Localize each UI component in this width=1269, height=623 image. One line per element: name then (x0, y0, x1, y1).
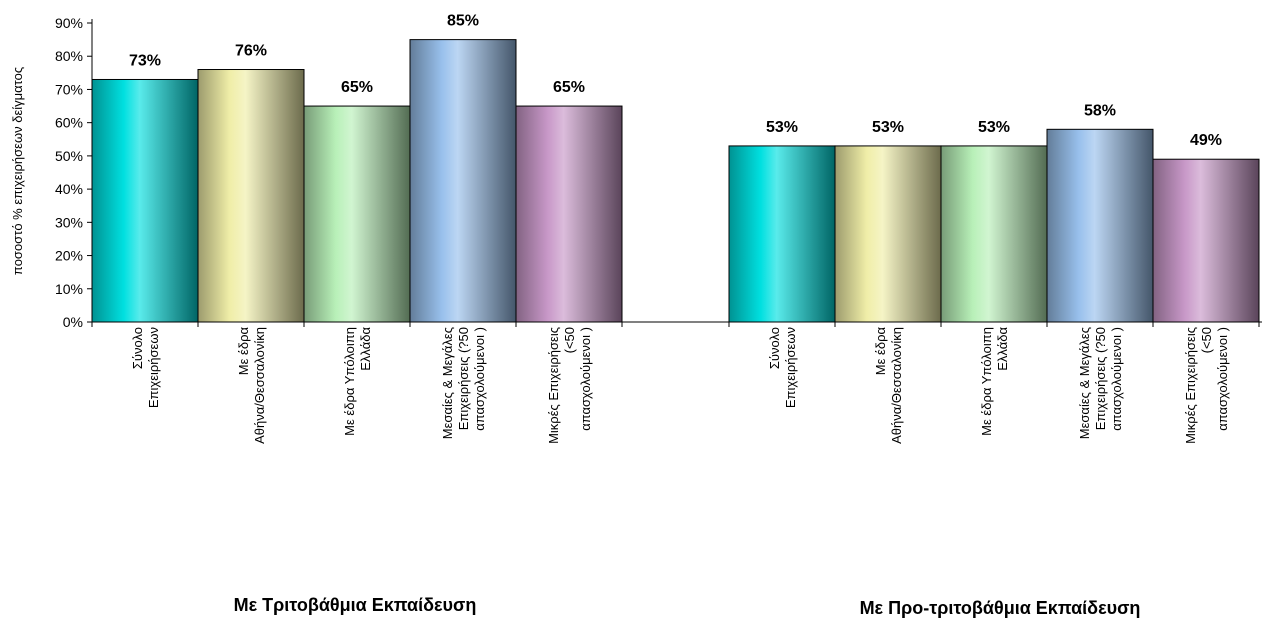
group-label: Με Τριτοβάθμια Εκπαίδευση (234, 595, 477, 615)
data-label: 53% (978, 119, 1010, 136)
y-axis-label: ποσοστό % επιχειρήσεων δείγματος (10, 67, 25, 275)
y-tick-label: 70% (55, 81, 83, 97)
bar (515, 105, 623, 323)
y-tick-label: 60% (55, 115, 83, 131)
data-label: 85% (447, 13, 479, 30)
bar (728, 145, 836, 323)
y-tick-label: 20% (55, 248, 83, 264)
y-tick-label: 0% (63, 314, 83, 330)
x-category-label: Με έδρα ΥπόλοιπηΕλλάδα (979, 327, 1010, 436)
data-label: 76% (235, 43, 267, 60)
group-label: Με Προ-τριτοβάθμια Εκπαίδευση (860, 598, 1141, 618)
y-tick-label: 10% (55, 281, 83, 297)
x-category-label: Με έδραΑθήνα/Θεσσαλονίκη (873, 327, 904, 444)
x-category-label: Με έδραΑθήνα/Θεσσαλονίκη (236, 327, 267, 444)
y-tick-label: 80% (55, 48, 83, 64)
x-category-label: Με έδρα ΥπόλοιπηΕλλάδα (342, 327, 373, 436)
bar (303, 105, 411, 323)
x-category-label: ΣύνολοΕπιχειρήσεων (130, 327, 161, 408)
labels: 73% ΣύνολοΕπιχειρήσεων 76% Με έδραΑθήνα/Θεσ… (129, 13, 1230, 618)
data-label: 65% (553, 79, 585, 96)
bar (834, 145, 942, 323)
x-category-label: Μικρές Επιχειρήσεις(<50απασχολούμενοι ) (546, 327, 593, 444)
data-label: 73% (129, 52, 161, 69)
data-label: 53% (872, 119, 904, 136)
data-label: 58% (1084, 102, 1116, 119)
y-tick-label: 40% (55, 181, 83, 197)
bar (1046, 128, 1154, 323)
bar (197, 69, 305, 323)
x-category-label: Μεσαίες & ΜεγάλεςΕπιχειρήσεις (?50απασχο… (1077, 327, 1124, 439)
x-category-label: ΣύνολοΕπιχειρήσεων (767, 327, 798, 408)
bar (409, 39, 517, 323)
bars (91, 39, 1260, 323)
y-tick-label: 90% (55, 15, 83, 31)
data-label: 53% (766, 119, 798, 136)
data-label: 65% (341, 79, 373, 96)
bar (91, 78, 199, 323)
y-tick-label: 30% (55, 214, 83, 230)
x-category-label: Μεσαίες & ΜεγάλεςΕπιχειρήσεις (?50απασχο… (440, 327, 487, 439)
bar (940, 145, 1048, 323)
data-label: 49% (1190, 132, 1222, 149)
y-tick-label: 50% (55, 148, 83, 164)
bar (1152, 158, 1260, 323)
x-category-label: Μικρές Επιχειρήσεις(<50απασχολούμενοι ) (1183, 327, 1230, 444)
